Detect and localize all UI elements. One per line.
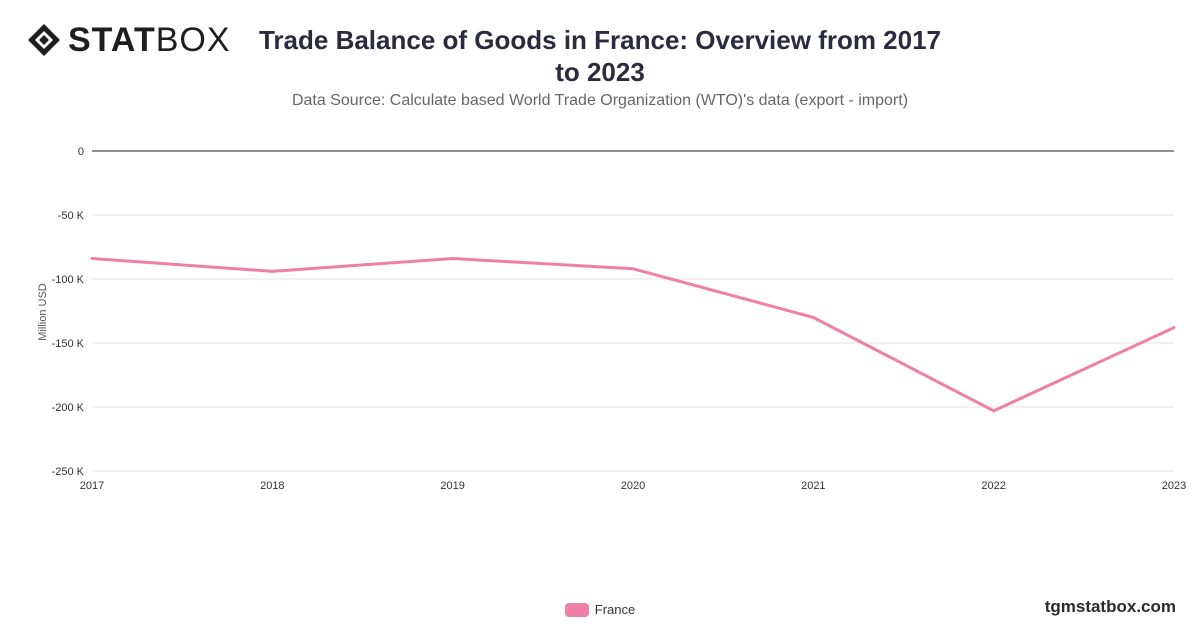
data-point[interactable]	[86, 253, 98, 265]
chart-legend[interactable]: France	[0, 602, 1200, 617]
legend-label-france: France	[594, 602, 636, 617]
y-axis: 0 -50 K -100 K -150 K -200 K -250 K	[52, 146, 85, 478]
series-line-france[interactable]	[90, 257, 1176, 413]
y-tick-label: -50 K	[58, 210, 85, 222]
y-axis-label: Million USD	[37, 283, 49, 341]
chart-title: Trade Balance of Goods in France: Overvi…	[258, 25, 942, 87]
y-tick-label: -200 K	[52, 402, 85, 414]
series-layer	[86, 253, 1180, 417]
brand-wordmark-strong: STAT	[68, 20, 156, 59]
diamond-logo-icon	[28, 24, 60, 56]
y-tick-label: -150 K	[52, 338, 85, 350]
data-point[interactable]	[988, 405, 1000, 417]
site-url[interactable]: tgmstatbox.com	[1044, 597, 1176, 616]
x-tick-label: 2018	[260, 480, 284, 492]
data-point[interactable]	[266, 265, 278, 277]
data-point[interactable]	[807, 311, 819, 323]
brand-wordmark: STAT BOX	[68, 21, 231, 60]
brand-wordmark-light: BOX	[155, 20, 231, 59]
data-point[interactable]	[627, 263, 639, 275]
x-tick-label: 2019	[440, 480, 464, 492]
data-point[interactable]	[447, 253, 459, 265]
y-tick-label: 0	[78, 146, 84, 158]
brand-logo: STAT BOX	[26, 21, 231, 60]
grid-layer	[92, 150, 1174, 472]
x-axis: 2017 2018 2019 2020 2021 2022 2023	[80, 480, 1186, 492]
x-tick-label: 2020	[621, 480, 645, 492]
y-tick-label: -250 K	[52, 466, 85, 478]
y-tick-label: -100 K	[52, 274, 85, 286]
legend-swatch-france	[564, 602, 589, 617]
x-tick-label: 2021	[801, 480, 825, 492]
x-tick-label: 2022	[981, 480, 1005, 492]
chart-subtitle: Data Source: Calculate based World Trade…	[291, 92, 909, 109]
data-point[interactable]	[1168, 322, 1180, 334]
x-tick-label: 2017	[80, 480, 104, 492]
x-tick-label: 2023	[1162, 480, 1186, 492]
